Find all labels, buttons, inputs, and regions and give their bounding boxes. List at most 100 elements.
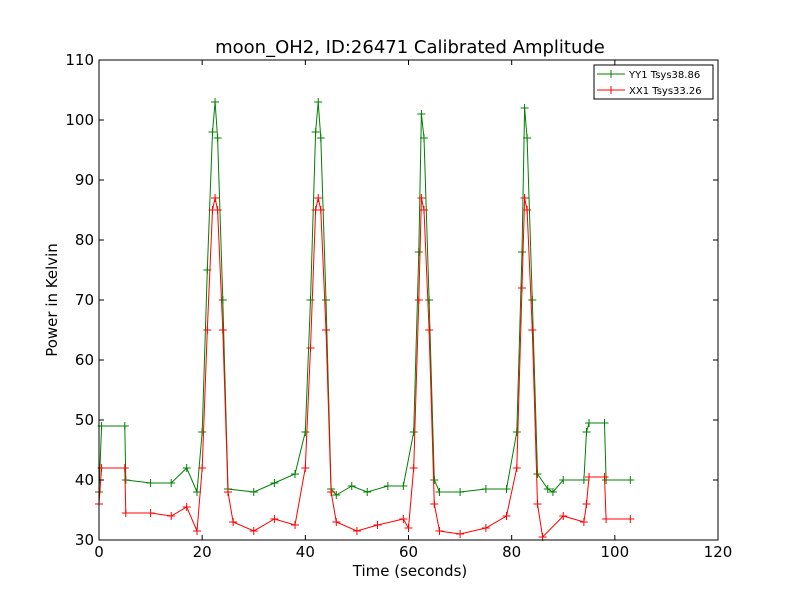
data-point <box>528 296 537 304</box>
legend: YY1 Tsys38.86 XX1 Tsys33.26 <box>593 64 714 100</box>
data-point <box>502 512 511 520</box>
data-point <box>218 326 227 334</box>
y-tick-label: 40 <box>75 471 94 489</box>
data-point <box>528 326 537 334</box>
data-point <box>193 527 202 535</box>
data-point <box>167 479 176 487</box>
data-point <box>585 473 594 481</box>
data-point <box>435 527 444 535</box>
data-point <box>301 428 310 436</box>
data-point <box>417 110 426 118</box>
data-point <box>347 482 356 490</box>
data-point <box>517 248 526 256</box>
data-point <box>512 428 521 436</box>
data-point <box>316 206 325 214</box>
legend-marker <box>607 86 615 94</box>
x-tick-label: 80 <box>502 543 521 561</box>
legend-item: XX1 Tsys33.26 <box>597 86 702 97</box>
data-point <box>582 428 591 436</box>
legend-marker <box>607 70 615 78</box>
data-point <box>399 515 408 523</box>
y-tick-label: 70 <box>75 291 94 309</box>
data-point <box>314 194 323 202</box>
y-tick-label: 100 <box>65 111 94 129</box>
data-point <box>314 98 323 106</box>
data-point <box>419 134 428 142</box>
data-point <box>249 488 258 496</box>
data-point <box>481 485 490 493</box>
series-0 <box>95 98 635 499</box>
data-point <box>430 476 439 484</box>
data-point <box>332 491 341 499</box>
data-point <box>291 470 300 478</box>
data-point <box>523 134 532 142</box>
y-tick-label: 60 <box>75 351 94 369</box>
data-point <box>533 470 542 478</box>
data-point <box>146 509 155 517</box>
data-point <box>270 515 279 523</box>
data-point <box>414 248 423 256</box>
data-point <box>120 422 129 430</box>
data-point <box>352 527 361 535</box>
data-point <box>419 206 428 214</box>
data-point <box>213 206 222 214</box>
data-point <box>579 518 588 526</box>
data-point <box>306 296 315 304</box>
data-point <box>579 476 588 484</box>
data-point <box>456 530 465 538</box>
x-axis-label: Time (seconds) <box>352 562 468 580</box>
data-point <box>383 482 392 490</box>
legend-label: YY1 Tsys38.86 <box>628 70 700 81</box>
data-point <box>198 464 207 472</box>
data-point <box>193 488 202 496</box>
data-point <box>270 479 279 487</box>
y-tick-label: 30 <box>75 531 94 549</box>
data-point <box>121 476 130 484</box>
data-point <box>602 515 611 523</box>
data-point <box>327 488 336 496</box>
x-tick-label: 0 <box>94 543 104 561</box>
data-point <box>512 464 521 472</box>
data-point <box>481 524 490 532</box>
data-point <box>404 524 413 532</box>
data-point <box>373 521 382 529</box>
data-point <box>517 284 526 292</box>
y-axis-label: Power in Kelvin <box>43 243 61 357</box>
data-point <box>363 488 372 496</box>
y-tick-label: 80 <box>75 231 94 249</box>
data-point <box>223 488 232 496</box>
data-point <box>559 476 568 484</box>
series-1 <box>95 194 635 541</box>
data-point <box>249 527 258 535</box>
data-point <box>211 194 220 202</box>
chart-title: moon_OH2, ID:26471 Calibrated Amplitude <box>215 37 605 58</box>
data-point <box>120 464 129 472</box>
data-point <box>208 128 217 136</box>
data-point <box>321 326 330 334</box>
data-point <box>548 488 557 496</box>
data-point <box>316 134 325 142</box>
data-point <box>559 512 568 520</box>
data-point <box>543 485 552 493</box>
plot-frame <box>98 59 719 541</box>
data-point <box>425 326 434 334</box>
data-point <box>182 503 191 511</box>
x-tick-label: 100 <box>601 543 630 561</box>
y-tick-label: 90 <box>75 171 94 189</box>
data-point <box>311 128 320 136</box>
data-point <box>321 296 330 304</box>
data-point <box>182 464 191 472</box>
data-point <box>520 194 529 202</box>
data-point <box>582 500 591 508</box>
data-point <box>585 419 594 427</box>
data-point <box>502 485 511 493</box>
data-point <box>121 509 130 517</box>
data-point <box>211 98 220 106</box>
data-point <box>409 428 418 436</box>
data-point <box>213 134 222 142</box>
x-tick-label: 60 <box>399 543 418 561</box>
data-point <box>332 518 341 526</box>
data-point <box>167 512 176 520</box>
data-point <box>414 296 423 304</box>
